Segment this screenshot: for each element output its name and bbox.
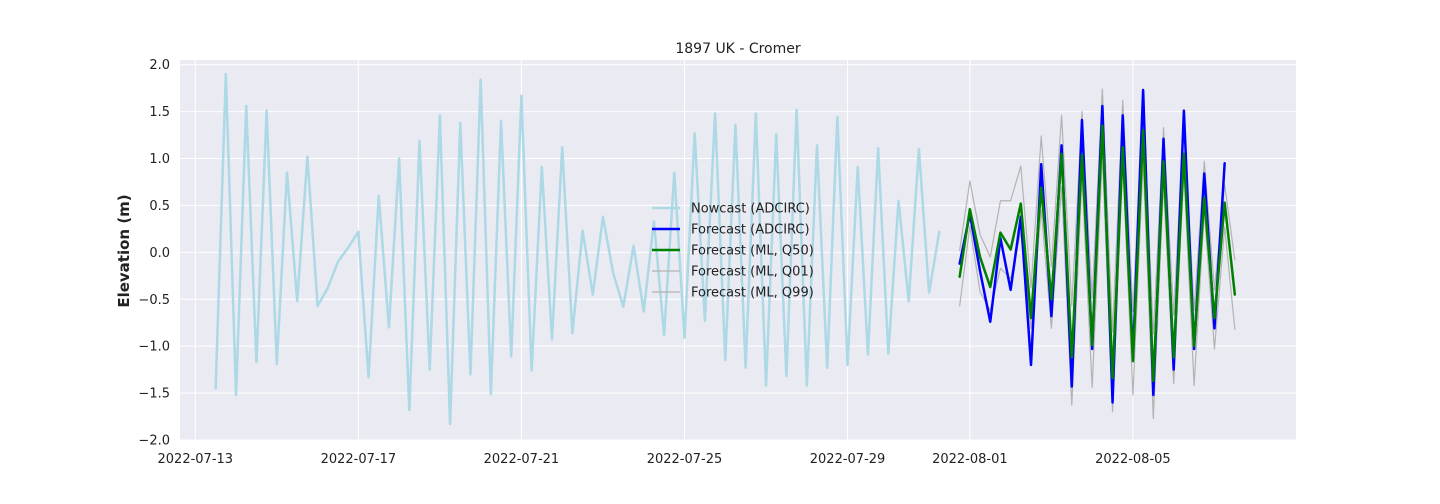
y-tick-label: −2.0 — [138, 434, 170, 449]
y-tick-label: 1.5 — [149, 105, 170, 120]
x-tick-label: 2022-08-05 — [1095, 452, 1171, 467]
x-tick-label: 2022-08-01 — [932, 452, 1008, 467]
y-tick-label: 0.0 — [149, 246, 170, 261]
series-line-nowcast-adcirc — [214, 72, 941, 426]
y-tick-label: −0.5 — [138, 293, 170, 308]
x-axis: 2022-07-13 2022-07-17 2022-07-21 2022-07-25… — [158, 452, 1171, 467]
legend-label-forecast-adcirc: Forecast (ADCIRC) — [691, 223, 810, 238]
y-axis-label: Elevation (m) — [115, 194, 133, 307]
legend-label-forecast-ml-q01: Forecast (ML, Q01) — [691, 265, 814, 280]
legend-label-forecast-ml-q99: Forecast (ML, Q99) — [691, 286, 814, 301]
legend-label-forecast-ml-q50: Forecast (ML, Q50) — [691, 244, 814, 259]
x-tick-label: 2022-07-13 — [158, 452, 234, 467]
series-line-forecast-ml-q50 — [958, 124, 1237, 383]
y-tick-label: 1.0 — [149, 152, 170, 167]
plot-area — [180, 60, 1296, 440]
chart-title: 1897 UK - Cromer — [675, 41, 800, 57]
y-tick-label: −1.5 — [138, 387, 170, 402]
series-layer — [214, 72, 1237, 426]
x-tick-label: 2022-07-17 — [321, 452, 397, 467]
y-tick-label: 0.5 — [149, 199, 170, 214]
y-tick-label: 2.0 — [149, 58, 170, 73]
legend: Nowcast (ADCIRC) Forecast (ADCIRC) Forecas… — [652, 202, 814, 301]
series-line-forecast-ml-q01 — [959, 154, 1236, 420]
y-axis: −2.0 −1.5 −1.0 −0.5 0.0 0.5 1.0 1.5 2.0 — [138, 58, 170, 448]
y-tick-label: −1.0 — [138, 340, 170, 355]
legend-label-nowcast-adcirc: Nowcast (ADCIRC) — [691, 202, 810, 217]
x-tick-label: 2022-07-25 — [647, 452, 723, 467]
x-tick-label: 2022-07-21 — [484, 452, 560, 467]
x-tick-label: 2022-07-29 — [810, 452, 886, 467]
